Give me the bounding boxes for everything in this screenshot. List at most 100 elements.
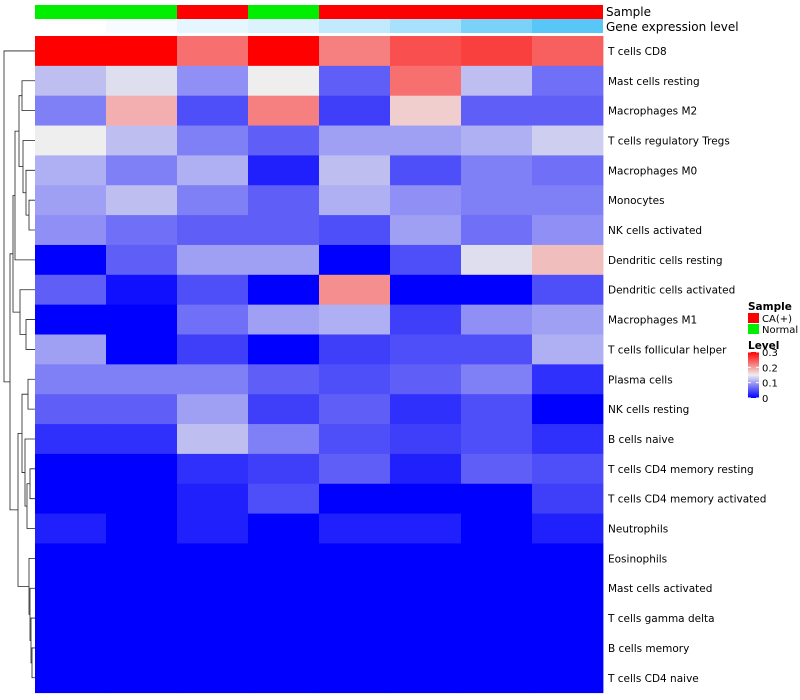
heatmap-cell [532, 334, 604, 365]
row-label: Macrophages M1 [608, 315, 697, 327]
heatmap-cell [461, 662, 533, 694]
heatmap-cell [177, 453, 249, 485]
heatmap-cell [319, 334, 391, 365]
heatmap-cell [248, 573, 320, 604]
row-label: T cells CD4 memory resting [607, 464, 754, 476]
heatmap-cell [106, 633, 178, 664]
level-legend-colorbar [748, 352, 759, 398]
heatmap-cell [461, 215, 533, 246]
heatmap-cell [319, 304, 391, 335]
row-label: NK cells resting [608, 404, 689, 416]
row-label: T cells follicular helper [607, 344, 727, 356]
heatmap-cell [390, 364, 462, 395]
heatmap-cell [532, 244, 604, 276]
heatmap-cell [319, 603, 391, 634]
heatmap-cell [177, 155, 249, 186]
heatmap-cell [106, 304, 178, 335]
heatmap-cell [177, 364, 249, 395]
heatmap-cell [177, 125, 249, 156]
heatmap-cell [319, 513, 391, 544]
row-label: Mast cells activated [608, 583, 712, 595]
sample-annotation-cell [35, 5, 106, 19]
heatmap-cell [106, 95, 178, 126]
heatmap-cell [106, 364, 178, 395]
row-label: Dendritic cells activated [608, 285, 735, 297]
dendrogram-branch [25, 319, 35, 350]
heatmap-cell [248, 95, 320, 126]
sample-legend-label: Normal [762, 325, 798, 336]
heatmap-cell [390, 95, 462, 126]
heatmap-cell [177, 274, 249, 306]
heatmap-cell [461, 364, 533, 395]
heatmap-cell [532, 633, 604, 664]
level-legend-tick-label: 0.3 [762, 348, 778, 359]
heatmap-cell [248, 603, 320, 634]
heatmap-cell [532, 573, 604, 604]
row-label: T cells regulatory Tregs [607, 135, 730, 147]
row-label: NK cells activated [608, 225, 702, 237]
level-legend-title: Level [748, 340, 779, 352]
heatmap-cell [35, 36, 107, 67]
dendrogram-branch [22, 140, 35, 194]
heatmap-cell [248, 125, 320, 156]
heatmap-cell [461, 513, 533, 544]
dendrogram-branch [29, 468, 35, 500]
heatmap-cell [106, 513, 178, 544]
row-labels: T cells CD8 Mast cells resting Macrophages… [607, 46, 766, 685]
row-label: T cells CD4 memory activated [607, 494, 766, 506]
row-dendrogram [3, 50, 35, 679]
dendrogram-branch [27, 378, 35, 410]
heatmap-cell [106, 453, 178, 485]
heatmap-cell [532, 483, 604, 514]
dendrogram-branch [12, 195, 20, 313]
heatmap-cell [177, 65, 249, 97]
heatmap-cell [319, 662, 391, 694]
heatmap-cell [390, 543, 462, 574]
row-label: Macrophages M0 [608, 165, 697, 177]
heatmap-cell [390, 453, 462, 485]
heatmap-cell [532, 453, 604, 485]
heatmap-cell [106, 244, 178, 276]
heatmap-cell [532, 662, 604, 694]
dendrogram-branch [3, 50, 35, 383]
heatmap-cell [35, 125, 107, 156]
sample-annotation-cell [106, 5, 177, 19]
heatmap-cell [319, 244, 391, 276]
heatmap-cell [106, 424, 178, 455]
heatmap-cell [390, 424, 462, 455]
heatmap-cell [106, 125, 178, 156]
sample-annotation-cell [319, 5, 390, 19]
heatmap-cell [319, 633, 391, 664]
heatmap-cell [177, 95, 249, 126]
dendrogram-branch [9, 253, 18, 511]
heatmap-cell [532, 394, 604, 425]
heatmap-cell [461, 304, 533, 335]
heatmap-cell [461, 633, 533, 664]
heatmap-cell [461, 334, 533, 365]
heatmap-cell [319, 95, 391, 126]
heatmap-cell [390, 244, 462, 276]
heatmap-cell [106, 334, 178, 365]
heatmap-cell [461, 453, 533, 485]
level-legend-tick-label: 0.1 [762, 379, 778, 390]
heatmap-cell [177, 483, 249, 514]
heatmap-cell [461, 603, 533, 634]
heatmap-cell [390, 215, 462, 246]
heatmap-cell [390, 633, 462, 664]
sample-annotation-cell [177, 5, 248, 19]
heatmap-cell [106, 274, 178, 306]
heatmap-cell [177, 185, 249, 216]
heatmap-cell [106, 185, 178, 216]
heatmap-cell [248, 633, 320, 664]
heatmap-cell [319, 364, 391, 395]
heatmap-cell [532, 65, 604, 97]
heatmap-cell [35, 364, 107, 395]
gene-expression-annotation-cell [532, 19, 603, 33]
heatmap-cell [390, 334, 462, 365]
heatmap-cell [390, 513, 462, 544]
heatmap-cell [248, 543, 320, 574]
heatmap-cell [390, 394, 462, 425]
heatmap-cell [319, 543, 391, 574]
heatmap-cell [532, 364, 604, 395]
